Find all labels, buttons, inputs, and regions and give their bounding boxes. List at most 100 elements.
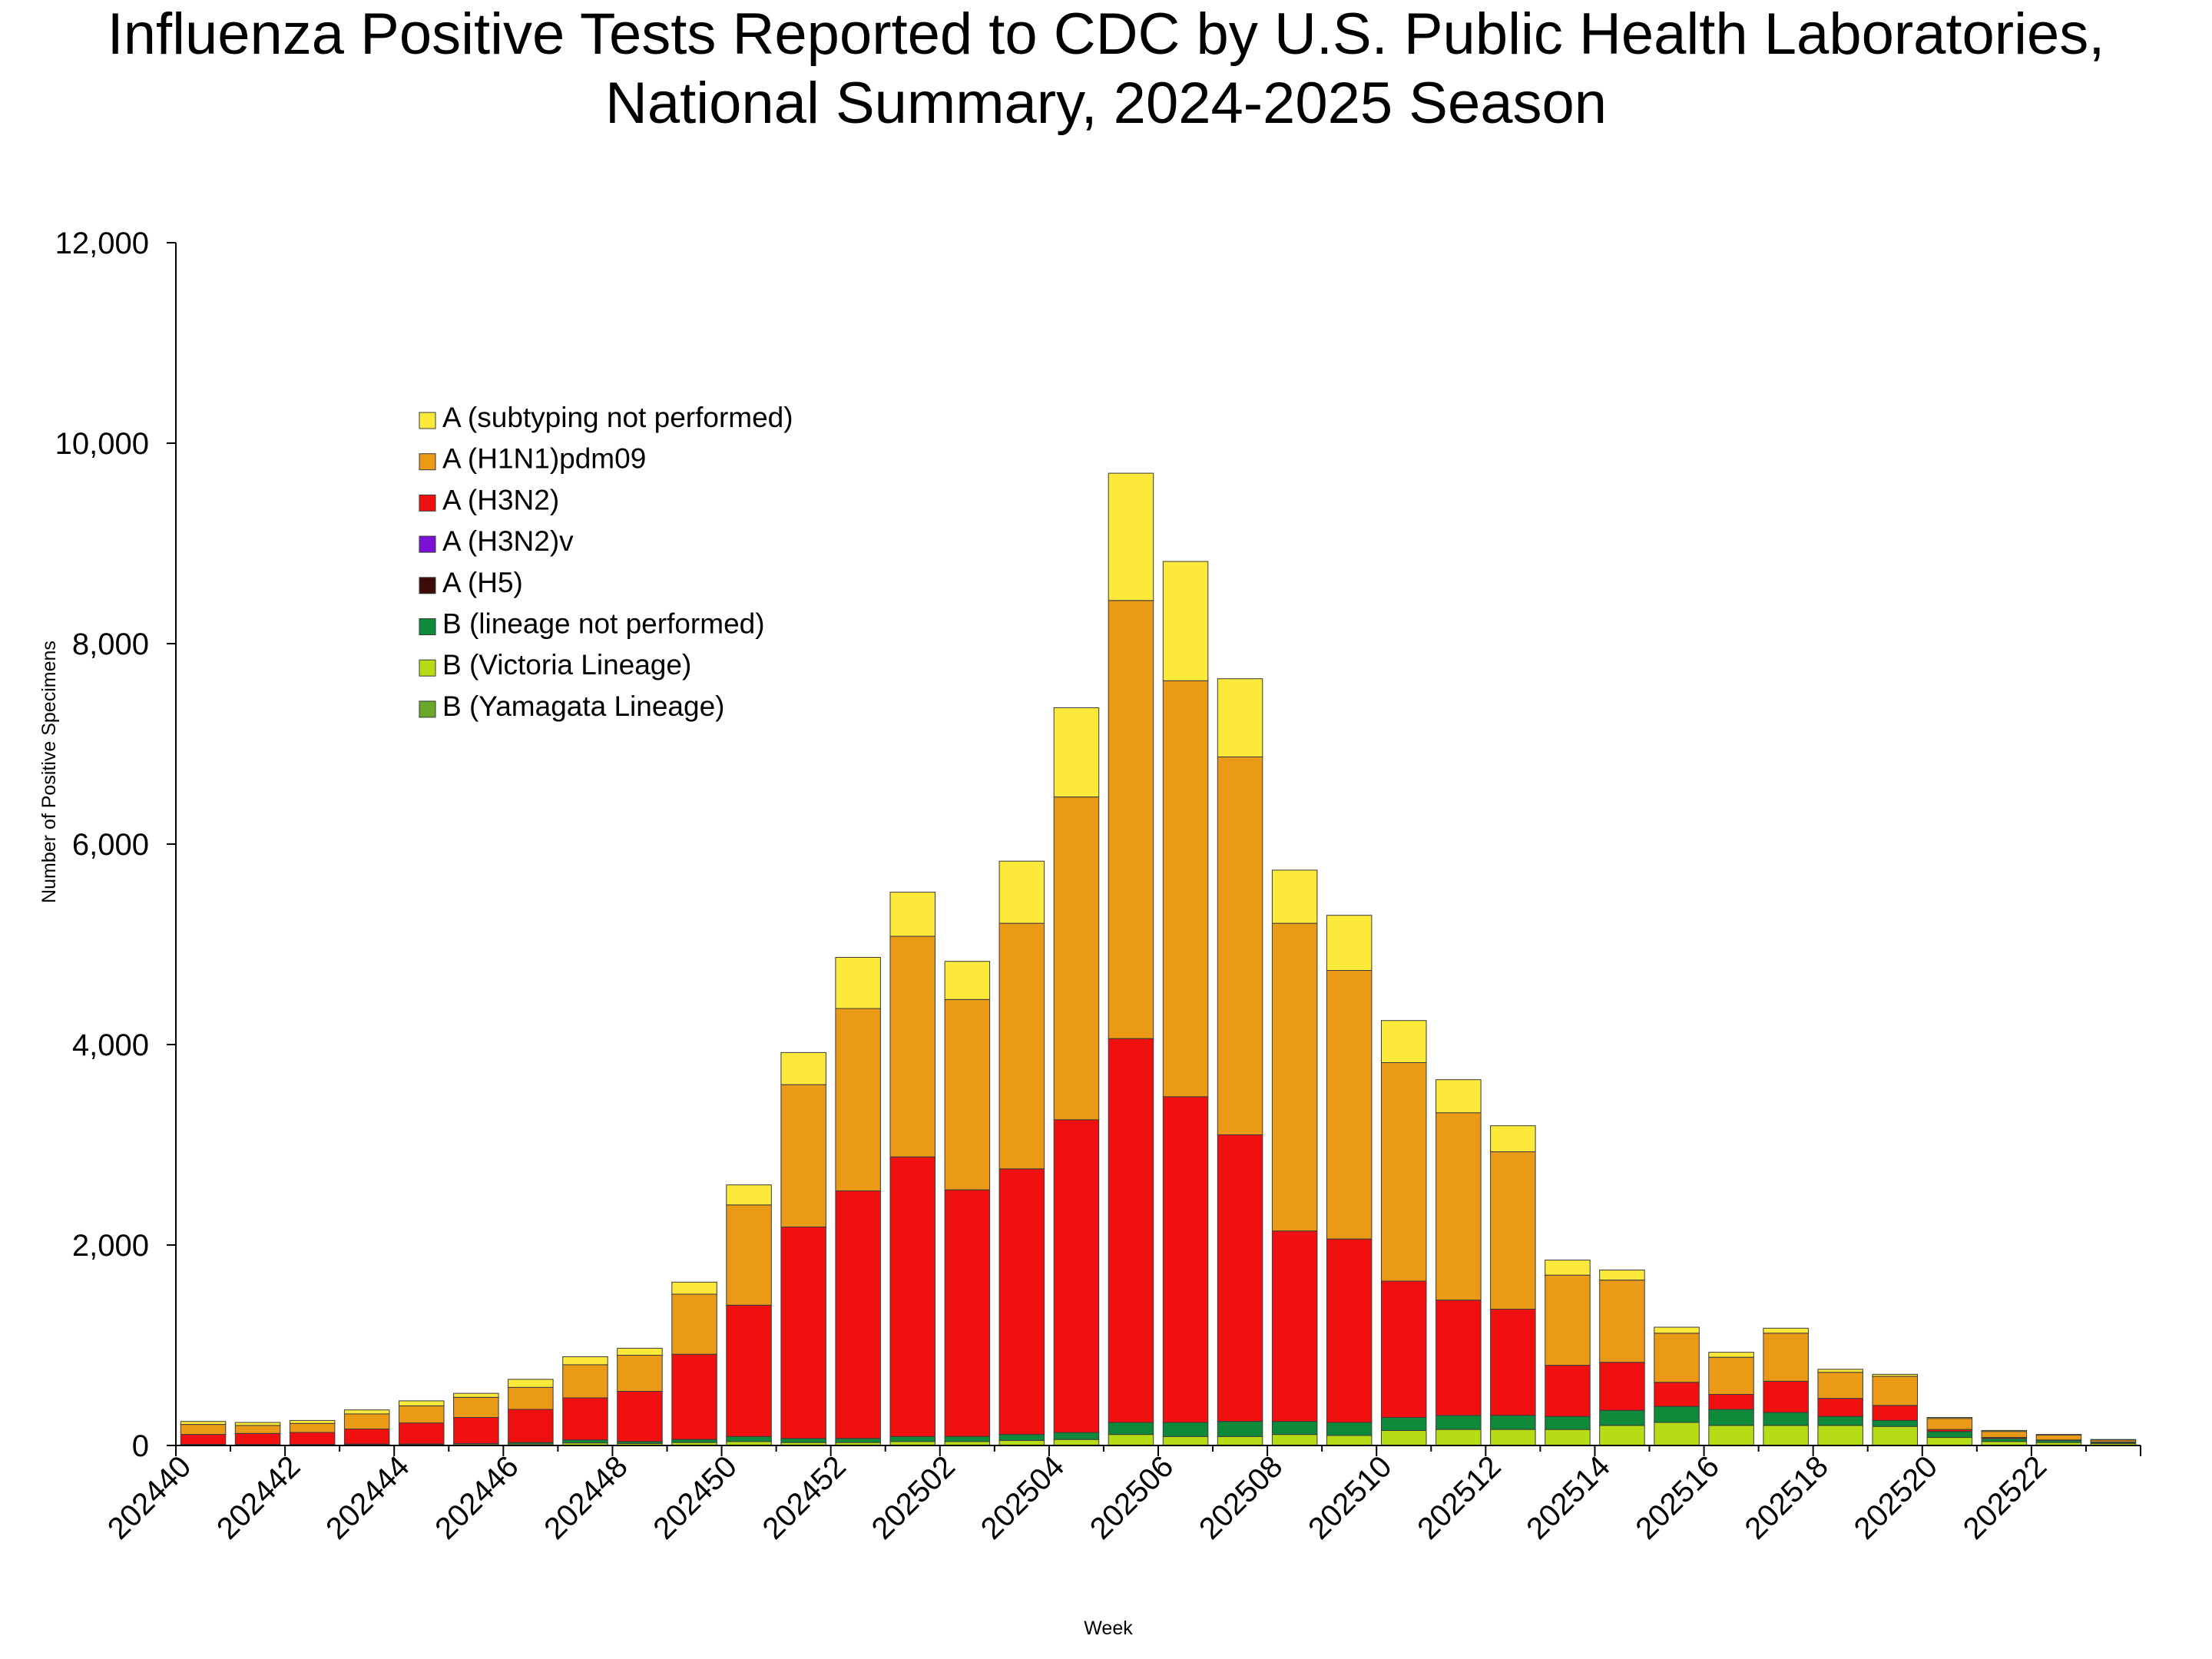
bar-202505-series-6 (1108, 600, 1154, 1039)
x-tick-label: 202518 (1739, 1449, 1836, 1546)
bar-202510-series-6 (1381, 1062, 1427, 1282)
bar-202452-series-5 (835, 1190, 881, 1439)
bar-202515-series-7 (1654, 1326, 1700, 1334)
bar-202502-series-5 (944, 1189, 991, 1437)
bar-202514-series-1 (1599, 1425, 1645, 1446)
legend-label: A (H1N1)pdm09 (442, 443, 646, 475)
bar-202444-series-7 (399, 1400, 445, 1406)
legend-swatch (419, 659, 436, 677)
bar-202503-series-2 (998, 1434, 1045, 1441)
bar-202507-series-2 (1217, 1421, 1263, 1437)
bar-202520-series-7 (1926, 1417, 1973, 1419)
x-tick-label: 202506 (1084, 1449, 1181, 1546)
x-tick-label: 202444 (320, 1449, 416, 1546)
bar-202445-series-7 (453, 1392, 499, 1398)
bar-202517-series-6 (1763, 1333, 1809, 1382)
bar-202451-series-6 (780, 1084, 826, 1227)
bar-202516-series-7 (1708, 1352, 1754, 1358)
bar-202507-series-1 (1217, 1435, 1263, 1446)
bar-202509-series-1 (1326, 1435, 1373, 1446)
x-tick-label: 202508 (1193, 1449, 1290, 1546)
bar-202451-series-5 (780, 1227, 826, 1439)
bar-202516-series-5 (1708, 1393, 1754, 1410)
bar-202511-series-5 (1435, 1300, 1482, 1416)
bar-202449-series-6 (671, 1293, 717, 1355)
bar-202512-series-1 (1490, 1429, 1536, 1446)
bar-202510-series-2 (1381, 1417, 1427, 1431)
bar-202504-series-6 (1053, 796, 1100, 1121)
x-tick-label: 202452 (757, 1449, 853, 1546)
bar-202442-series-5 (289, 1432, 336, 1445)
bar-202506-series-2 (1162, 1422, 1209, 1437)
bar-202510-series-5 (1381, 1280, 1427, 1418)
bar-202446-series-7 (508, 1379, 554, 1388)
x-axis-label: Week (1084, 1618, 1133, 1639)
bar-202501-series-2 (889, 1435, 935, 1442)
bar-202518-series-6 (1817, 1372, 1863, 1399)
bar-202512-series-6 (1490, 1151, 1536, 1310)
bar-202519-series-1 (1872, 1426, 1918, 1446)
bar-202517-series-5 (1763, 1381, 1809, 1413)
bar-202502-series-7 (944, 961, 991, 1000)
bar-202517-series-7 (1763, 1327, 1809, 1334)
x-tick-label: 202510 (1302, 1449, 1399, 1546)
x-tick-label: 202448 (538, 1449, 634, 1546)
legend-swatch (419, 700, 436, 718)
legend: A (subtyping not performed) A (H1N1)pdm09… (419, 402, 793, 722)
bar-202502-series-2 (944, 1435, 991, 1442)
bar-202504-series-2 (1053, 1432, 1100, 1440)
bar-202443-series-5 (343, 1429, 390, 1445)
bar-202505-series-2 (1108, 1422, 1154, 1435)
legend-swatch (419, 618, 436, 635)
bar-202441-series-5 (234, 1432, 281, 1445)
bar-202514-series-7 (1599, 1270, 1645, 1281)
bar-202509-series-2 (1326, 1422, 1373, 1436)
bar-202521-series-6 (1981, 1431, 2028, 1438)
bar-202511-series-6 (1435, 1112, 1482, 1301)
bar-202447-series-2 (562, 1439, 608, 1444)
bar-202447-series-6 (562, 1364, 608, 1399)
bar-202447-series-5 (562, 1397, 608, 1441)
bar-202450-series-5 (726, 1304, 772, 1437)
bar-202512-series-7 (1490, 1125, 1536, 1153)
bar-202452-series-6 (835, 1008, 881, 1191)
bar-202445-series-6 (453, 1396, 499, 1419)
bar-202513-series-6 (1545, 1274, 1591, 1366)
bar-202501-series-7 (889, 892, 935, 937)
bar-202517-series-2 (1763, 1412, 1809, 1426)
bar-202506-series-6 (1162, 680, 1209, 1098)
bar-202441-series-7 (234, 1422, 281, 1426)
bars-layer (180, 472, 2137, 1446)
bar-202514-series-2 (1599, 1409, 1645, 1426)
bar-202507-series-6 (1217, 757, 1263, 1135)
bar-202520-series-6 (1926, 1418, 1973, 1430)
bar-202503-series-6 (998, 922, 1045, 1170)
y-tick-label: 10,000 (55, 427, 149, 461)
legend-swatch (419, 453, 436, 471)
bar-202511-series-7 (1435, 1079, 1482, 1114)
bar-202451-series-7 (780, 1051, 826, 1085)
bar-202507-series-5 (1217, 1134, 1263, 1422)
bar-202506-series-1 (1162, 1435, 1209, 1446)
bar-202440-series-5 (180, 1434, 227, 1445)
bar-202514-series-6 (1599, 1280, 1645, 1363)
chart-title-line-2: National Summary, 2024-2025 Season (605, 71, 1607, 136)
bar-202515-series-2 (1654, 1406, 1700, 1423)
bar-202452-series-2 (835, 1438, 881, 1443)
bar-202515-series-5 (1654, 1382, 1700, 1407)
bar-202518-series-1 (1817, 1425, 1863, 1446)
legend-swatch (419, 494, 436, 512)
bar-202522-series-6 (2035, 1434, 2082, 1441)
x-tick-label: 202512 (1411, 1449, 1508, 1546)
bar-202512-series-5 (1490, 1309, 1536, 1416)
bar-202448-series-6 (617, 1355, 663, 1392)
bar-202510-series-7 (1381, 1020, 1427, 1063)
bar-202440-series-6 (180, 1424, 227, 1435)
bar-202440-series-7 (180, 1421, 227, 1426)
bar-202516-series-1 (1708, 1425, 1754, 1446)
x-tick-label: 202450 (647, 1449, 743, 1546)
bar-202449-series-7 (671, 1281, 717, 1295)
legend-label: B (lineage not performed) (442, 608, 765, 640)
bar-202512-series-2 (1490, 1415, 1536, 1430)
bar-202510-series-1 (1381, 1429, 1427, 1446)
